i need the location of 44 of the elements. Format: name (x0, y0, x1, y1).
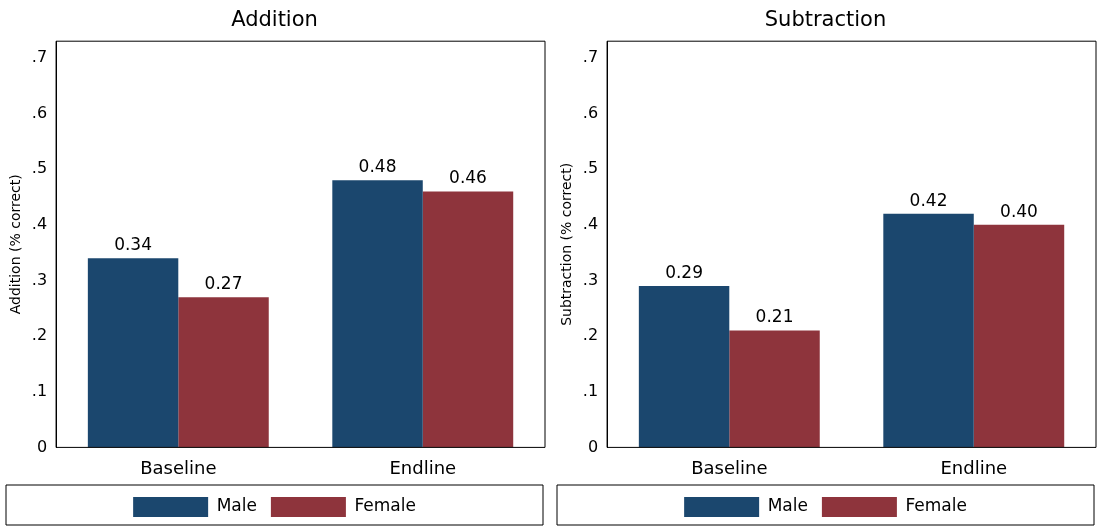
legend-label: Male (216, 495, 257, 516)
y-tick-label: 0 (587, 436, 599, 456)
y-tick-label: .5 (31, 158, 48, 178)
legend-label: Female (354, 495, 416, 516)
data-label: 0.48 (358, 156, 397, 177)
y-axis-title: Subtraction (% correct) (558, 162, 575, 326)
y-tick-label: .1 (582, 380, 599, 400)
y-tick-label: .3 (582, 269, 599, 289)
y-tick-label: .5 (582, 158, 599, 178)
y-tick-label: .6 (582, 102, 599, 122)
y-tick-label: .3 (31, 269, 48, 289)
data-label: 0.46 (449, 167, 487, 188)
data-label: 0.21 (755, 306, 794, 327)
bar (883, 213, 974, 448)
legend-label: Female (905, 495, 967, 516)
y-tick-label: .2 (31, 325, 48, 345)
bar (422, 191, 514, 448)
y-tick-label: .1 (31, 380, 48, 400)
chart-title: Addition (231, 7, 318, 32)
bar (332, 180, 423, 448)
y-tick-label: .4 (31, 213, 48, 233)
y-tick-label: .4 (582, 213, 599, 233)
legend-label: Male (767, 495, 808, 516)
x-tick-label: Endline (389, 456, 457, 478)
bar (729, 330, 820, 448)
x-tick-label: Baseline (691, 456, 768, 478)
data-label: 0.40 (1000, 200, 1038, 221)
y-axis-title: Addition (% correct) (7, 174, 24, 315)
data-label: 0.42 (909, 189, 948, 210)
y-tick-label: 0 (36, 436, 48, 456)
x-tick-label: Endline (940, 456, 1008, 478)
bar (638, 286, 730, 448)
x-tick-label: Baseline (140, 456, 217, 478)
bar (87, 258, 179, 448)
y-tick-label: .2 (582, 325, 599, 345)
bar (178, 297, 269, 448)
data-label: 0.27 (204, 273, 243, 294)
y-tick-label: .7 (582, 47, 599, 67)
y-tick-label: .6 (31, 102, 48, 122)
chart-title: Subtraction (764, 7, 887, 32)
data-label: 0.34 (114, 234, 152, 255)
y-tick-label: .7 (31, 47, 48, 67)
bar (973, 224, 1065, 448)
data-label: 0.29 (665, 261, 703, 282)
